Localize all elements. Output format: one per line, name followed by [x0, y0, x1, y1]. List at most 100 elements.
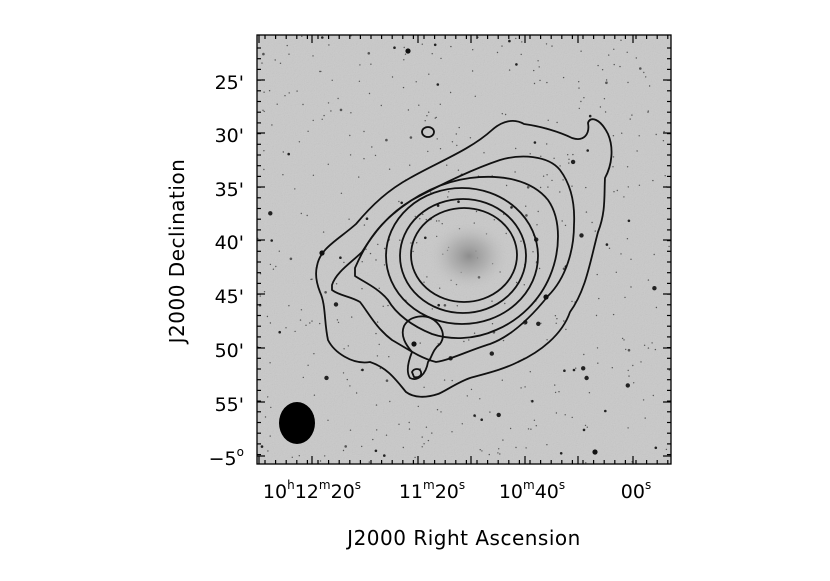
star — [447, 196, 449, 198]
y-tick-label: 50' — [215, 340, 244, 362]
star — [466, 395, 468, 397]
hi-contours — [315, 118, 613, 398]
star — [412, 250, 414, 253]
star — [438, 220, 440, 222]
y-tick-label: 55' — [215, 394, 244, 416]
star — [647, 110, 649, 112]
star — [479, 398, 481, 400]
star — [361, 445, 363, 448]
star — [480, 418, 484, 422]
star — [294, 188, 296, 190]
star — [383, 454, 386, 457]
star — [605, 243, 609, 246]
star — [324, 291, 327, 294]
star — [520, 53, 522, 56]
star — [599, 106, 602, 108]
star — [568, 162, 570, 164]
star — [662, 140, 665, 142]
star — [368, 92, 371, 95]
star — [418, 104, 420, 106]
star — [545, 43, 548, 45]
star — [271, 124, 273, 126]
star — [269, 362, 271, 364]
star — [515, 37, 517, 40]
star — [515, 281, 518, 284]
star — [335, 283, 338, 285]
star — [431, 308, 433, 310]
star — [558, 391, 560, 393]
star — [284, 95, 286, 97]
star — [601, 69, 604, 71]
star — [536, 224, 538, 226]
star — [613, 191, 615, 193]
star — [337, 321, 340, 324]
star — [422, 213, 424, 216]
star — [583, 353, 585, 356]
star — [606, 81, 608, 83]
star — [417, 405, 419, 408]
star — [654, 348, 657, 351]
star — [586, 426, 588, 428]
star — [621, 132, 623, 134]
star — [311, 278, 313, 280]
star — [436, 204, 440, 207]
contour-4 — [385, 187, 539, 325]
star — [263, 110, 265, 113]
star — [403, 59, 405, 61]
star — [431, 53, 433, 55]
star — [527, 428, 530, 430]
star — [470, 388, 473, 391]
star — [473, 332, 476, 334]
star — [415, 81, 417, 83]
star — [451, 431, 453, 433]
star — [455, 133, 457, 135]
star — [296, 90, 298, 92]
star — [588, 114, 592, 118]
x-tick-label: 00s — [621, 478, 651, 503]
star — [538, 267, 541, 270]
star — [436, 138, 438, 140]
star — [457, 200, 460, 203]
star — [294, 330, 296, 333]
star — [437, 303, 441, 307]
star — [363, 158, 365, 160]
star — [536, 321, 541, 326]
star — [431, 432, 433, 434]
star — [652, 179, 654, 182]
star — [376, 355, 379, 357]
star — [346, 378, 348, 381]
star — [529, 371, 531, 373]
star — [439, 148, 442, 150]
star — [387, 304, 389, 307]
star — [572, 153, 574, 156]
plot-frame — [256, 34, 672, 465]
star — [266, 315, 269, 318]
star — [323, 114, 325, 117]
star — [501, 379, 503, 381]
star — [515, 446, 517, 449]
star — [309, 322, 311, 324]
star — [493, 219, 495, 221]
star — [270, 239, 274, 242]
beam-ellipse — [279, 402, 315, 444]
star — [559, 452, 563, 455]
star — [278, 250, 280, 252]
star — [604, 111, 607, 113]
star — [311, 320, 313, 322]
star — [331, 79, 333, 82]
star — [585, 186, 587, 189]
star — [583, 97, 585, 99]
star — [372, 438, 374, 441]
star — [613, 63, 615, 66]
star — [592, 449, 598, 455]
star — [379, 367, 381, 370]
star — [547, 186, 549, 188]
star — [546, 174, 548, 176]
star — [411, 341, 417, 347]
star — [604, 409, 607, 413]
star — [339, 108, 343, 112]
star — [425, 218, 427, 221]
star — [427, 439, 430, 442]
star — [499, 453, 501, 455]
star — [359, 64, 361, 66]
